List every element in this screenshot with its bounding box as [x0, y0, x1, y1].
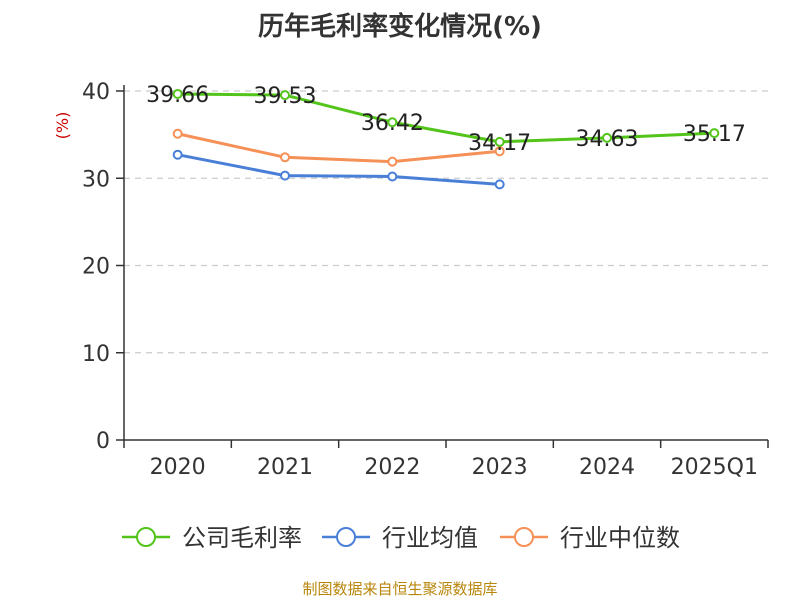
legend-item[interactable]: 行业中位数	[500, 524, 680, 552]
x-tick-label: 2023	[472, 455, 528, 480]
legend-label: 公司毛利率	[182, 524, 302, 552]
data-label: 34.17	[468, 131, 531, 156]
data-point	[280, 170, 290, 181]
legend-marker	[336, 527, 356, 547]
legend-item[interactable]: 公司毛利率	[122, 524, 302, 552]
y-axis-label: (%)	[53, 112, 72, 140]
data-label-layer: 39.66 39.53 36.42 34.17 34.63 35.17	[146, 83, 746, 156]
data-label: 34.63	[576, 127, 639, 152]
x-tick-label: 2025Q1	[671, 455, 758, 480]
legend-label: 行业中位数	[560, 524, 680, 552]
data-label: 39.53	[254, 84, 317, 109]
axis-layer: 0 10 20 30 40 2020 2021 2022 2023 2024 2025Q1 (%)	[53, 80, 769, 480]
data-point	[494, 146, 505, 157]
x-tick-label: 2024	[579, 455, 635, 480]
x-tick-label: 2021	[257, 455, 313, 480]
legend-marker	[514, 527, 534, 547]
x-tick-label: 2020	[150, 455, 206, 480]
data-point	[387, 117, 398, 128]
x-tick-label: 2022	[364, 455, 420, 480]
source-note: 制图数据来自恒生聚源数据库	[302, 580, 498, 598]
legend-item[interactable]: 行业均值	[322, 524, 478, 552]
data-label: 36.42	[361, 111, 424, 136]
data-point	[172, 128, 183, 139]
legend-marker	[136, 527, 156, 547]
series-line	[177, 153, 500, 186]
data-label: 39.66	[146, 83, 209, 108]
series-line	[177, 92, 715, 144]
data-point	[494, 136, 505, 147]
data-point	[494, 179, 505, 190]
legend[interactable]: 公司毛利率 行业均值 行业中位数	[122, 524, 680, 552]
y-tick-label: 10	[82, 342, 110, 367]
data-point	[280, 90, 290, 101]
data-point	[172, 149, 183, 160]
data-point	[602, 132, 612, 143]
y-tick-label: 30	[82, 167, 110, 192]
y-tick-label: 0	[96, 429, 110, 454]
data-label: 35.17	[683, 122, 746, 147]
series-layer	[172, 88, 720, 190]
data-point	[172, 88, 183, 99]
y-tick-label: 40	[82, 80, 110, 105]
legend-label: 行业均值	[382, 524, 478, 552]
data-point	[387, 171, 398, 182]
series-line	[177, 132, 500, 164]
data-point	[387, 156, 398, 167]
y-tick-label: 20	[82, 255, 110, 280]
data-point	[280, 152, 290, 163]
data-point	[709, 128, 720, 139]
chart-title: 历年毛利率变化情况(%)	[258, 12, 542, 42]
grid-layer	[124, 90, 768, 354]
